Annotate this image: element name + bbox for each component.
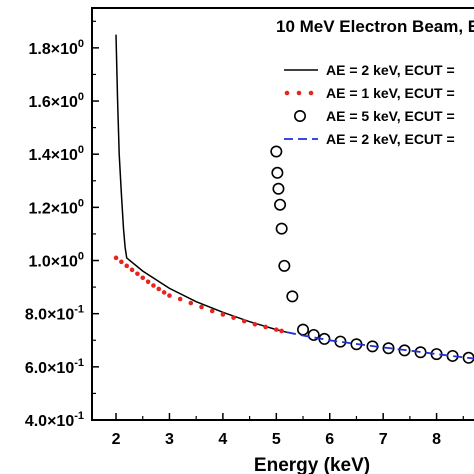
x-tick-label: 8 [432,431,441,448]
x-tick-label: 7 [379,431,388,448]
data-point-open-circle [270,145,283,158]
data-point-red-dot [167,293,172,298]
data-point-red-dot [119,259,124,265]
data-point-red-dot [199,304,204,310]
data-point-red-dot [279,328,284,334]
y-tick-label: 6.0×10-1 [25,357,84,377]
y-tick-label: 1.6×100 [28,91,84,111]
data-point-red-dot [151,283,156,288]
legend-swatch-circle [293,110,306,123]
data-point-red-dot [113,255,119,261]
data-point-red-dot [241,318,247,324]
legend-label: AE = 5 keV, ECUT = [326,108,455,124]
legend: AE = 2 keV, ECUT = AE = 1 keV, ECUT = AE =… [284,62,455,147]
data-point-open-circle [274,198,287,211]
data-point-red-dot [140,275,146,281]
x-tick-label: 6 [325,431,334,448]
series-line-solid [115,34,288,334]
data-point-open-circle [271,166,284,179]
legend-label: AE = 1 keV, ECUT = [326,85,455,101]
axes-layer: 2 3 4 5 6 7 8 4.0×10-1 6.0×10-1 8.0×10-1 1.0×100 1.… [25,20,464,448]
data-point-open-circle [272,182,285,195]
data-point-red-dot [209,308,215,314]
y-tick-label: 1.2×100 [28,197,84,217]
plot-frame [91,7,474,421]
x-tick-label: 3 [165,431,174,448]
data-point-open-circle [307,328,320,341]
data-point-red-dot [135,271,140,277]
data-point-open-circle [382,342,395,355]
data-point-open-circle [286,290,299,303]
y-tick-label: 8.0×10-1 [25,304,84,324]
data-point-open-circle [297,323,310,336]
data-point-red-dot [263,324,268,330]
legend-label: AE = 2 keV, ECUT = [326,62,455,78]
x-tick-label: 5 [272,431,281,448]
y-tick-label: 1.4×100 [28,144,84,164]
data-point-red-dot [129,267,135,273]
data-point-red-dot [124,263,130,269]
x-tick-label: 2 [112,431,121,448]
chart-title: 10 MeV Electron Beam, ESTEPE = 0.2 [276,17,474,36]
data-point-red-dot [231,315,236,320]
legend-swatch-dot [284,90,290,96]
legend-swatch-dot [308,90,314,96]
y-tick-label: 4.0×10-1 [25,410,84,430]
data-point-red-dot [177,296,183,302]
x-tick-label: 4 [218,431,227,448]
data-point-red-dot [156,286,162,292]
y-tick-label: 1.0×100 [28,251,84,271]
data-point-red-dot [274,327,279,332]
x-axis-label: Energy (keV) [254,455,370,474]
series-layer [113,34,474,364]
data-point-red-dot [145,279,151,285]
data-point-red-dot [252,322,258,327]
legend-label: AE = 2 keV, ECUT = [326,131,455,147]
data-point-red-dot [220,312,226,317]
data-point-open-circle [275,222,288,235]
series-line-dashed [286,331,474,360]
data-point-red-dot [188,300,194,306]
data-point-open-circle [398,344,411,357]
legend-swatch-dot [296,90,302,96]
data-point-red-dot [161,290,167,295]
y-tick-label: 1.8×100 [28,38,84,58]
data-point-open-circle [278,259,291,272]
